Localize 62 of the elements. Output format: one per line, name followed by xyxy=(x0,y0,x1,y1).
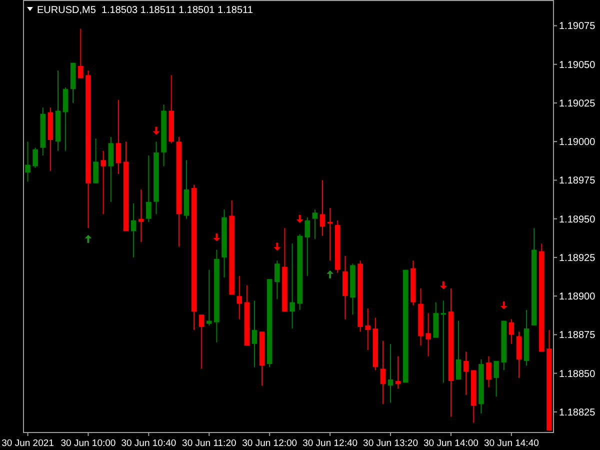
x-tick-label: 30 Jun 13:20 xyxy=(363,438,418,449)
candlestick xyxy=(100,150,106,215)
y-tick-label: 1.19075 xyxy=(559,21,596,32)
x-tick-label: 30 Jun 12:40 xyxy=(302,438,358,449)
chart-title: EURUSD,M5 1.18503 1.18511 1.18501 1.18511 xyxy=(37,5,254,16)
y-tick-label: 1.18975 xyxy=(559,176,596,187)
candlestick xyxy=(426,312,431,357)
candlestick xyxy=(108,136,114,202)
candlestick xyxy=(25,141,30,182)
candlestick xyxy=(486,356,492,388)
point xyxy=(440,281,447,290)
candlestick xyxy=(198,314,204,370)
point xyxy=(213,233,220,242)
y-tick-label: 1.18950 xyxy=(559,214,596,226)
y-tick-label: 1.18925 xyxy=(559,252,596,264)
candlestick xyxy=(304,216,310,276)
candlestick xyxy=(78,28,84,79)
x-tick-label: 30 Jun 14:40 xyxy=(484,438,539,449)
x-tick-label: 30 Jun 10:40 xyxy=(121,438,176,449)
candlestick xyxy=(206,269,212,326)
candlestick xyxy=(32,147,38,168)
y-tick-label: 1.19025 xyxy=(559,98,596,110)
candlestick xyxy=(327,208,333,262)
candlestick xyxy=(252,300,258,368)
candlestick xyxy=(463,351,469,396)
candlestick xyxy=(320,180,326,236)
candlestick xyxy=(494,360,499,397)
point xyxy=(152,126,160,135)
candlestick xyxy=(274,260,280,300)
point xyxy=(84,234,92,243)
candlestick xyxy=(312,209,318,240)
y-tick-label: 1.19000 xyxy=(559,137,596,148)
candlestick xyxy=(440,300,446,384)
candlestick xyxy=(138,188,144,242)
y-tick-label: 1.18875 xyxy=(559,330,596,342)
x-tick-label: 30 Jun 11:20 xyxy=(182,438,236,449)
candlestick xyxy=(508,318,514,344)
candlestick xyxy=(236,275,242,320)
x-tick-label: 30 Jun 2021 xyxy=(2,438,54,449)
x-tick-label: 30 Jun 10:00 xyxy=(60,438,116,449)
candlestick xyxy=(130,202,136,258)
y-tick-label: 1.18850 xyxy=(559,368,596,380)
candlestick xyxy=(395,356,401,390)
candlestick xyxy=(380,340,386,405)
y-tick-label: 1.18900 xyxy=(559,292,596,303)
candlestick xyxy=(516,331,522,378)
y-tick-label: 1.19050 xyxy=(559,60,596,71)
candlestick xyxy=(365,308,370,351)
candlestick xyxy=(456,320,462,380)
candlestick xyxy=(116,99,122,175)
point xyxy=(500,301,508,310)
candlestick xyxy=(62,87,68,152)
candlestick xyxy=(388,343,394,404)
x-tick-label: 30 Jun 12:00 xyxy=(242,438,298,449)
point xyxy=(274,242,281,251)
point xyxy=(296,214,304,223)
point xyxy=(326,270,334,278)
x-tick-label: 30 Jun 14:00 xyxy=(424,438,478,449)
candlestick xyxy=(146,154,152,222)
candlestick xyxy=(93,138,98,184)
candlestick xyxy=(290,243,295,329)
y-tick-label: 1.18825 xyxy=(559,407,596,418)
